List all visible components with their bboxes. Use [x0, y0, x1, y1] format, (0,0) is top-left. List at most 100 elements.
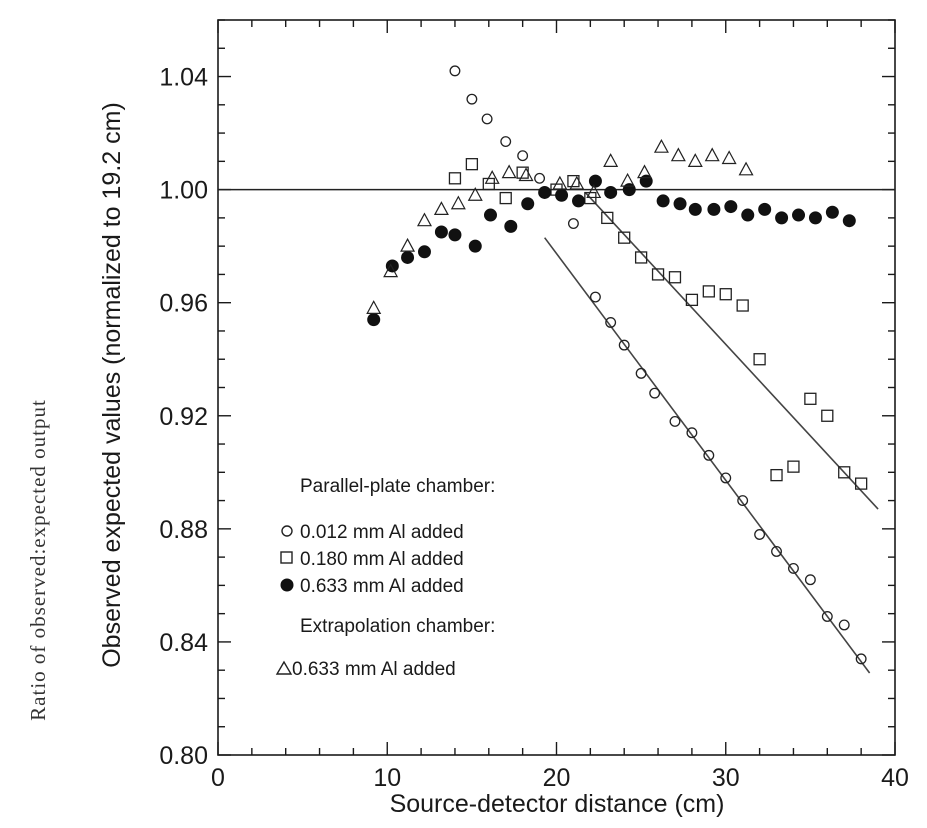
- legend-group-title-extrapolation: Extrapolation chamber:: [300, 616, 495, 637]
- outer-axis-label: Ratio of observed:expected output: [26, 399, 50, 721]
- point-filled-circle: [688, 202, 702, 216]
- point-open-triangle: [552, 175, 568, 190]
- legend-label-series-4: 0.633 mm Al added: [292, 659, 456, 680]
- point-open-circle: [720, 472, 732, 484]
- point-open-square: [601, 211, 614, 225]
- point-filled-circle: [434, 225, 448, 239]
- point-open-circle: [534, 172, 546, 184]
- legend-item-series-2: 0.180 mm Al added: [280, 549, 464, 570]
- point-open-square: [855, 477, 868, 490]
- point-filled-circle: [468, 239, 482, 253]
- fit-line: [544, 237, 871, 674]
- y-tick-label: 0.80: [159, 742, 208, 770]
- point-open-triangle: [366, 300, 382, 314]
- point-open-circle: [754, 529, 766, 540]
- x-axis-title: Source-detector distance (cm): [390, 790, 725, 818]
- legend-marker-filled-circle: [280, 578, 294, 592]
- point-open-triangle: [586, 184, 602, 199]
- point-open-circle: [669, 415, 681, 427]
- legend-label-series-1: 0.012 mm Al added: [300, 522, 464, 543]
- legend-label-series-3: 0.633 mm Al added: [300, 576, 464, 597]
- y-tick-label: 0.84: [159, 629, 208, 657]
- point-open-circle: [855, 653, 867, 665]
- point-filled-circle: [448, 228, 462, 242]
- y-tick-label: 0.88: [159, 516, 208, 544]
- y-tick-label: 0.96: [159, 290, 208, 318]
- point-filled-circle: [724, 200, 738, 214]
- point-open-circle: [567, 218, 579, 229]
- point-filled-circle: [588, 174, 602, 188]
- point-filled-circle: [385, 259, 399, 273]
- y-tick-label: 1.04: [159, 64, 208, 92]
- point-open-circle: [605, 317, 617, 328]
- legend-marker-open-square: [280, 551, 293, 564]
- point-open-circle: [804, 574, 816, 586]
- point-open-square: [804, 392, 817, 405]
- point-open-circle: [589, 291, 601, 303]
- point-filled-circle: [758, 202, 772, 216]
- axis-ticks: [217, 19, 896, 756]
- point-open-square: [770, 468, 783, 482]
- point-open-square: [753, 353, 766, 366]
- point-open-square: [685, 293, 699, 307]
- point-open-circle: [686, 427, 698, 439]
- point-filled-circle: [842, 214, 856, 228]
- point-open-circle: [788, 562, 799, 574]
- point-filled-circle: [792, 208, 806, 222]
- point-filled-circle: [825, 205, 839, 219]
- y-tick-label: 0.92: [159, 403, 208, 431]
- y-axis-title: Observed expected values (normalized to …: [98, 102, 126, 668]
- point-open-circle: [500, 136, 512, 148]
- point-open-square: [465, 158, 479, 171]
- point-filled-circle: [555, 188, 569, 202]
- point-open-triangle: [484, 170, 500, 184]
- point-open-square: [702, 285, 715, 298]
- point-open-square: [499, 191, 512, 205]
- point-open-triangle: [738, 161, 754, 176]
- point-open-triangle: [670, 147, 686, 162]
- point-open-triangle: [603, 153, 619, 167]
- point-filled-circle: [741, 208, 755, 222]
- point-open-circle: [449, 65, 461, 77]
- point-filled-circle: [367, 313, 381, 327]
- point-open-circle: [649, 387, 661, 399]
- point-open-triangle: [383, 263, 399, 278]
- point-open-circle: [517, 150, 529, 162]
- x-tick-label: 40: [881, 764, 909, 792]
- point-filled-circle: [504, 219, 518, 233]
- x-tick-label: 10: [373, 764, 401, 792]
- point-open-square: [719, 288, 732, 301]
- point-open-circle: [635, 367, 647, 379]
- data-points: [366, 65, 868, 665]
- point-open-square: [668, 271, 682, 284]
- axis-tick-labels: 0 10 20 30 40 0.80 0.84 0.88 0.92 0.96 1.00 1.04: [159, 64, 909, 792]
- point-open-circle: [703, 449, 715, 461]
- point-open-triangle: [704, 147, 720, 162]
- point-open-triangle: [653, 138, 669, 153]
- point-open-circle: [821, 611, 833, 622]
- point-open-triangle: [637, 164, 653, 179]
- point-open-triangle: [518, 167, 534, 182]
- point-open-circle: [466, 93, 478, 105]
- legend-marker-open-circle: [281, 525, 293, 537]
- point-filled-circle: [604, 185, 618, 199]
- point-open-circle: [771, 546, 782, 557]
- point-open-triangle: [467, 187, 483, 201]
- point-open-square: [618, 231, 631, 244]
- point-filled-circle: [521, 197, 535, 211]
- point-open-square: [736, 299, 749, 312]
- point-filled-circle: [656, 194, 670, 208]
- point-open-circle: [618, 339, 630, 351]
- point-filled-circle: [572, 194, 586, 208]
- point-filled-circle: [673, 197, 687, 211]
- point-filled-circle: [808, 211, 822, 225]
- point-open-triangle: [416, 212, 432, 227]
- legend: Parallel-plate chamber: 0.012 mm Al adde…: [275, 476, 495, 680]
- point-filled-circle: [401, 250, 415, 264]
- legend-marker-open-triangle: [275, 660, 293, 675]
- point-open-circle: [737, 495, 749, 507]
- y-tick-label: 1.00: [159, 177, 208, 205]
- point-open-square: [482, 177, 495, 191]
- point-open-triangle: [569, 175, 585, 190]
